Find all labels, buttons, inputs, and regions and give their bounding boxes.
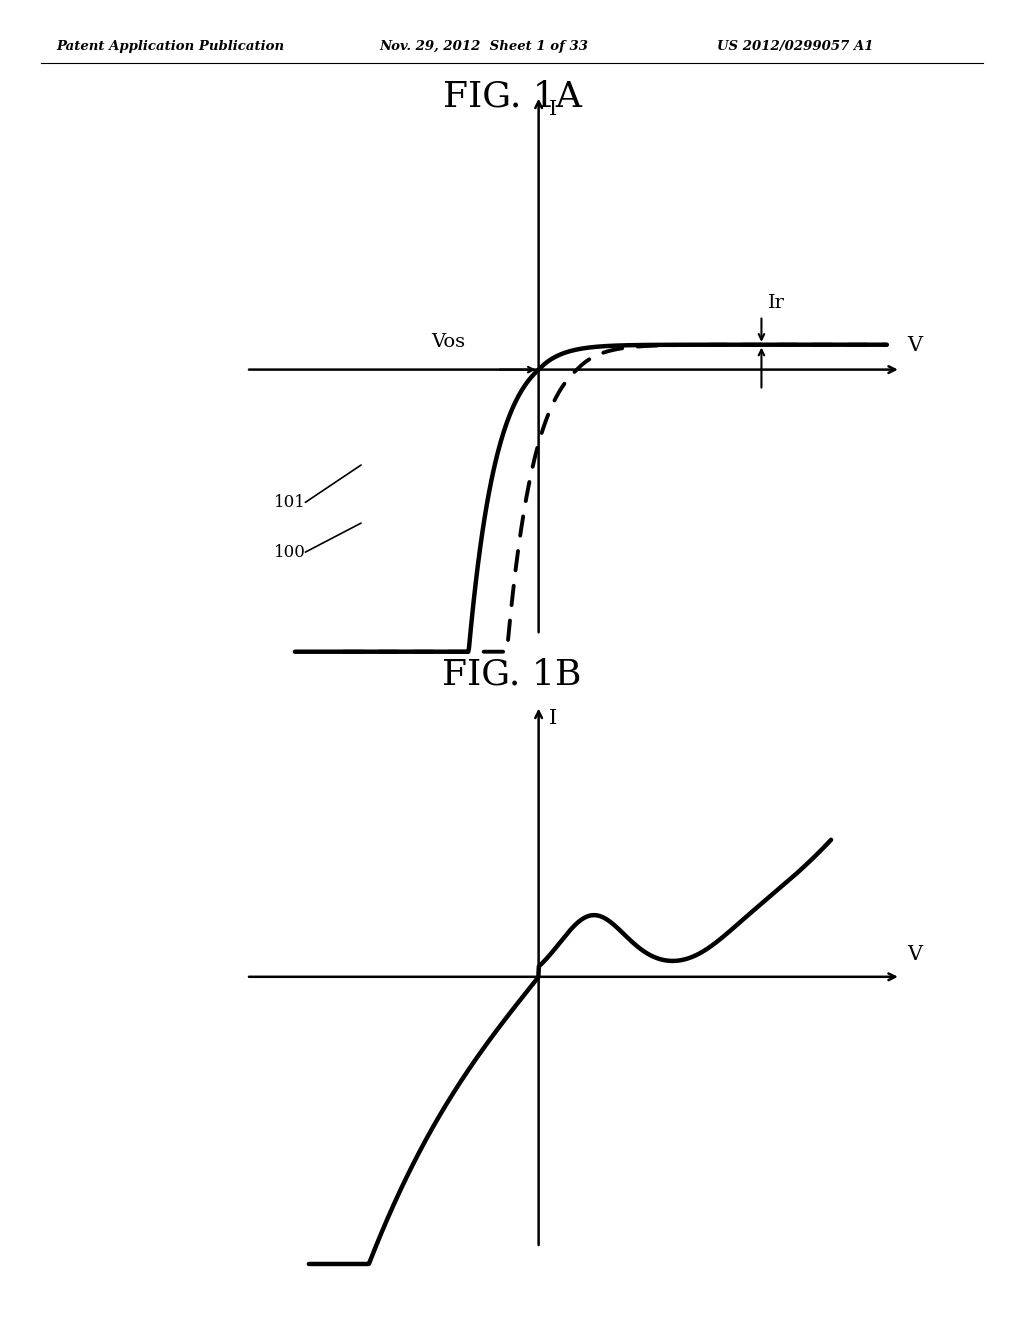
Text: I: I — [549, 100, 557, 119]
Text: 101: 101 — [274, 494, 306, 511]
Text: V: V — [907, 945, 923, 964]
Text: Nov. 29, 2012  Sheet 1 of 33: Nov. 29, 2012 Sheet 1 of 33 — [379, 40, 588, 53]
Text: V: V — [907, 335, 923, 355]
Text: Patent Application Publication: Patent Application Publication — [56, 40, 285, 53]
Text: FIG. 1B: FIG. 1B — [442, 657, 582, 692]
Text: I: I — [549, 709, 557, 729]
Text: FIG. 1A: FIG. 1A — [442, 79, 582, 114]
Text: Ir: Ir — [768, 293, 785, 312]
Text: 100: 100 — [274, 544, 306, 561]
Text: Vos: Vos — [431, 334, 465, 351]
Text: US 2012/0299057 A1: US 2012/0299057 A1 — [717, 40, 873, 53]
